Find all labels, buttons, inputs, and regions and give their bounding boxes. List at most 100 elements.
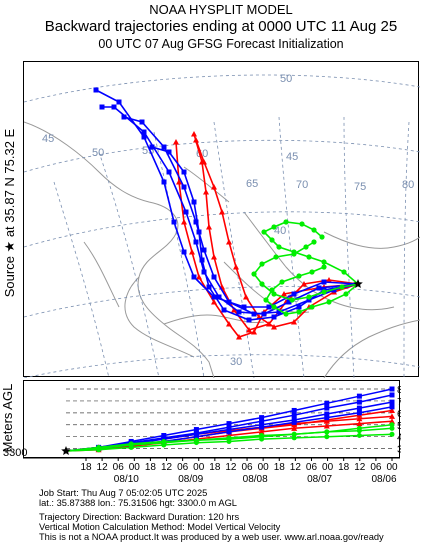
red-marker: [266, 321, 272, 327]
blue-marker: [141, 134, 147, 140]
blue-marker: [201, 247, 207, 253]
green-height-marker: [389, 422, 395, 428]
blue-marker: [201, 269, 207, 275]
longitude-line-0: [53, 181, 110, 378]
time-tick-label: 18: [145, 462, 157, 473]
time-tick-label: 06: [370, 462, 382, 473]
green-marker: [289, 297, 295, 303]
footer-method: Vertical Motion Calculation Method: Mode…: [39, 522, 281, 532]
green-marker: [303, 244, 309, 250]
latitude-label: 45: [286, 151, 298, 163]
green-marker: [306, 294, 312, 300]
longitude-line-3: [213, 121, 255, 378]
blue-height-marker: [291, 407, 297, 413]
coastline-1: [124, 276, 195, 358]
blue-marker: [116, 99, 122, 105]
time-tick-label: 12: [97, 462, 109, 473]
green-marker: [341, 269, 347, 275]
blue-height-marker: [324, 400, 330, 406]
green-height-marker: [291, 431, 297, 437]
green-height-marker: [259, 434, 265, 440]
green-marker: [259, 281, 265, 287]
red-marker: [199, 159, 205, 165]
blue-height-marker: [389, 404, 395, 410]
latitude-line-2: [24, 211, 420, 248]
coastline-5: [323, 231, 420, 249]
coastline-7: [183, 166, 230, 203]
blue-marker: [246, 317, 252, 323]
altitude-tick-label: 5500: [397, 420, 401, 432]
green-marker: [273, 254, 279, 260]
blue-height-marker: [389, 399, 395, 405]
blue-marker: [161, 179, 167, 185]
model-title: NOAA HYSPLIT MODEL: [149, 2, 293, 17]
red-marker: [271, 324, 277, 330]
red-height-marker: [389, 407, 395, 413]
blue-height-marker: [291, 412, 297, 418]
time-tick-label: 18: [274, 462, 286, 473]
blue-height-marker: [226, 421, 232, 427]
longitude-label: 65: [246, 178, 258, 190]
source-label: Source ★ at 35.87 N 75.32 E: [2, 128, 17, 298]
green-marker: [283, 311, 289, 317]
altitude-tick-label: 3500: [397, 444, 401, 456]
green-marker: [321, 264, 327, 270]
longitude-line-2: [153, 131, 205, 378]
time-tick-label: 06: [113, 462, 125, 473]
blue-marker: [226, 299, 232, 305]
longitude-label: 70: [296, 179, 308, 191]
green-marker: [276, 244, 282, 250]
blue-marker: [181, 169, 187, 175]
green-marker: [261, 229, 267, 235]
green-marker: [279, 279, 285, 285]
blue-marker: [193, 239, 199, 245]
time-tick-label: 12: [161, 462, 173, 473]
green-marker: [306, 254, 312, 260]
blue-marker: [181, 249, 187, 255]
map-canvas: 50454035304550556065707580: [24, 73, 420, 378]
date-label: 08/07: [307, 474, 332, 485]
red-height-marker: [323, 418, 330, 424]
green-height-marker: [128, 444, 134, 450]
footer-direction: Trajectory Direction: Backward Duration:…: [39, 512, 240, 522]
blue-marker: [149, 144, 155, 150]
green-height-marker: [389, 425, 395, 431]
latitude-label: 30: [230, 356, 242, 368]
longitude-line-6: [403, 121, 410, 378]
red-marker: [203, 189, 209, 195]
longitude-line-1: [98, 151, 160, 378]
blue-marker: [199, 257, 205, 263]
altitude-panel: 850075006500550045003500: [23, 380, 401, 458]
latitude-label: 40: [274, 225, 286, 237]
blue-height-marker: [389, 392, 395, 398]
time-tick-label: 18: [209, 462, 221, 473]
red-marker: [291, 319, 297, 325]
blue-marker: [271, 314, 277, 320]
latitude-line-1: [24, 139, 420, 173]
blue-marker: [251, 311, 257, 317]
green-marker: [321, 259, 327, 265]
latitude-label: 50: [280, 73, 292, 85]
blue-height-marker: [193, 434, 199, 440]
green-height-marker: [356, 425, 362, 431]
green-height-marker: [226, 436, 232, 442]
longitude-line-5: [343, 116, 355, 378]
start-height-label: 3300: [3, 447, 28, 459]
blue-marker: [191, 274, 197, 280]
blue-marker: [171, 219, 177, 225]
time-tick-label: 00: [322, 462, 334, 473]
altitude-tick-label: 6500: [397, 408, 401, 420]
date-label: 08/10: [114, 474, 139, 485]
red-height-marker: [389, 418, 395, 424]
green-marker: [311, 239, 317, 245]
altitude-tick-label: 7500: [397, 396, 401, 408]
green-marker: [269, 287, 275, 293]
red-marker: [301, 281, 307, 287]
blue-marker: [316, 285, 322, 291]
latitude-line-3: [24, 286, 420, 318]
latitude-line-4: [24, 354, 420, 378]
chart-subtitle: 00 UTC 07 Aug GFSG Forecast Initializati…: [98, 37, 344, 51]
blue-height-marker: [226, 429, 232, 435]
longitude-label: 45: [42, 133, 54, 145]
red-marker: [243, 294, 249, 300]
